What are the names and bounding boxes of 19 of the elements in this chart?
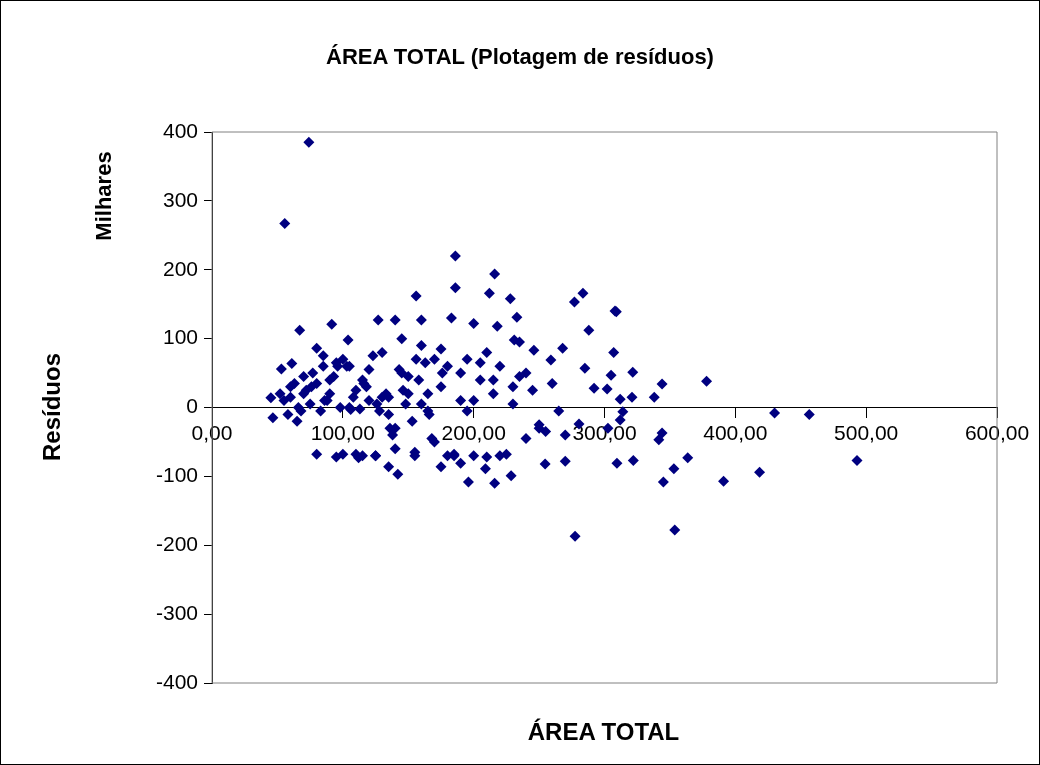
y-tick-label: 300 [162, 187, 199, 211]
y-tick-label: -200 [156, 532, 199, 556]
x-tick-label: 100,00 [310, 420, 375, 444]
y-tick-label: -400 [156, 669, 199, 693]
chart-title: ÁREA TOTAL (Plotagem de resíduos) [325, 44, 715, 70]
y-tick-label: 0 [186, 394, 199, 418]
y-tick-label: 200 [162, 256, 199, 280]
x-axis-title: ÁREA TOTAL [526, 718, 681, 746]
x-tick-label: 400,00 [703, 420, 768, 444]
y-tick-label: 100 [162, 325, 199, 349]
x-tick-label: 300,00 [572, 420, 637, 444]
x-tick-label: 200,00 [441, 420, 506, 444]
x-tick-label: 500,00 [834, 420, 899, 444]
x-tick-label: 600,00 [964, 420, 1030, 444]
text: Milhares [91, 151, 117, 241]
y-tick-label: -300 [156, 600, 199, 624]
y-tick-label: -100 [156, 463, 199, 487]
y-tick-label: 400 [162, 118, 199, 142]
y-axis-title: Resíduos [38, 352, 66, 462]
